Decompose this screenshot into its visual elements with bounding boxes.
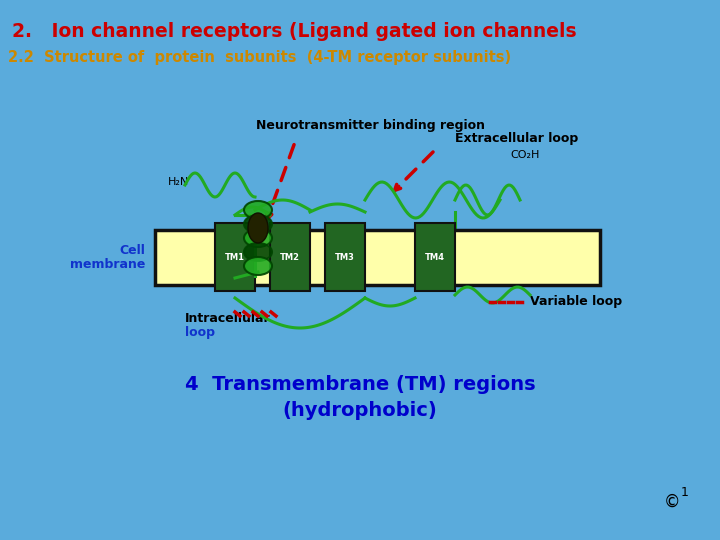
Text: Neurotransmitter binding region: Neurotransmitter binding region <box>256 119 485 132</box>
Text: Extracellular loop: Extracellular loop <box>455 132 578 145</box>
Text: 4  Transmembrane (TM) regions: 4 Transmembrane (TM) regions <box>185 375 535 395</box>
Text: TM4: TM4 <box>425 253 445 262</box>
Ellipse shape <box>244 215 272 233</box>
Text: (hydrophobic): (hydrophobic) <box>283 401 437 420</box>
Text: Intracellular: Intracellular <box>185 312 271 325</box>
FancyBboxPatch shape <box>415 223 455 291</box>
FancyBboxPatch shape <box>325 223 365 291</box>
Text: TM1: TM1 <box>225 253 245 262</box>
Text: 2.2  Structure of  protein  subunits  (4-TM receptor subunits): 2.2 Structure of protein subunits (4-TM … <box>8 50 511 65</box>
FancyBboxPatch shape <box>270 223 310 291</box>
Ellipse shape <box>244 243 272 261</box>
Text: loop: loop <box>185 326 215 339</box>
Ellipse shape <box>244 229 272 247</box>
Ellipse shape <box>244 201 272 219</box>
Text: Variable loop: Variable loop <box>530 295 622 308</box>
Text: CO₂H: CO₂H <box>510 150 539 160</box>
FancyBboxPatch shape <box>215 223 255 291</box>
Text: 1: 1 <box>681 485 689 498</box>
Ellipse shape <box>244 257 272 275</box>
Ellipse shape <box>248 213 268 243</box>
Text: Cell
membrane: Cell membrane <box>70 244 145 272</box>
Text: 2.   Ion channel receptors (Ligand gated ion channels: 2. Ion channel receptors (Ligand gated i… <box>12 22 577 41</box>
Text: TM3: TM3 <box>335 253 355 262</box>
Text: ©: © <box>664 493 680 511</box>
FancyBboxPatch shape <box>155 230 600 285</box>
Text: TM2: TM2 <box>280 253 300 262</box>
Text: H₂N: H₂N <box>168 177 189 187</box>
